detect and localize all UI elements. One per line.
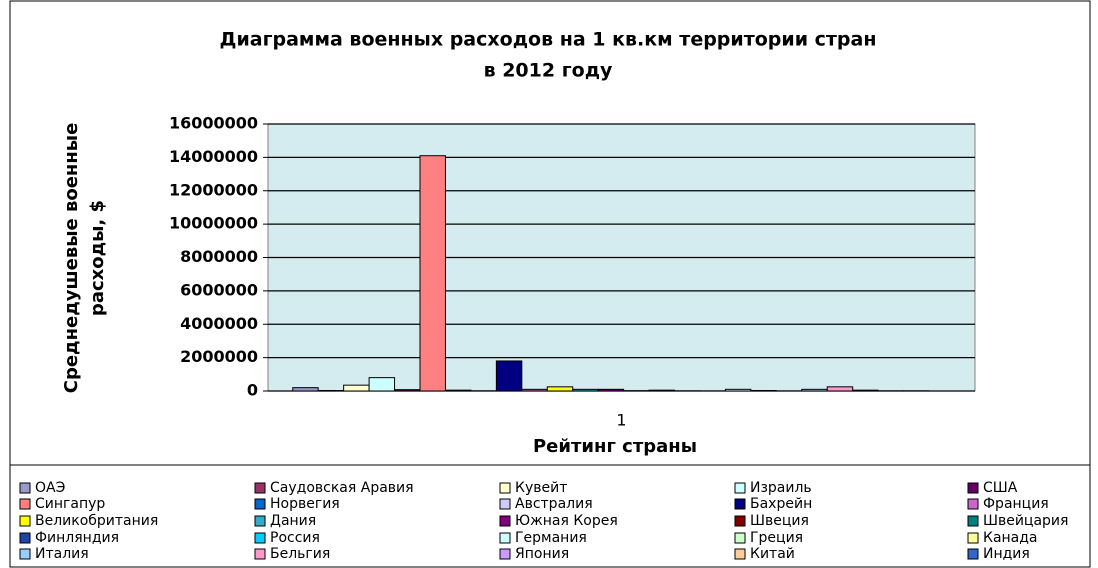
bar: [444, 389, 472, 392]
y-axis-label: Среднедушевые военные: [61, 123, 82, 394]
legend-swatch: [967, 515, 979, 527]
y-tick-label: 4000000: [180, 314, 258, 333]
bar: [343, 384, 370, 392]
legend-swatch: [734, 548, 746, 560]
legend-swatch: [734, 532, 746, 544]
legend-swatch: [967, 532, 979, 544]
legend-swatch: [254, 548, 266, 560]
legend-label: Кувейт: [515, 480, 567, 496]
bar: [368, 377, 396, 392]
legend-label: Австралия: [515, 496, 593, 512]
legend-label: ОАЭ: [35, 480, 65, 496]
legend-label: Бахрейн: [750, 496, 812, 512]
bar: [572, 388, 599, 392]
x-tick-label: 1: [616, 411, 626, 430]
legend-swatch: [499, 515, 511, 527]
y-tick-label: 6000000: [180, 280, 258, 299]
legend-swatch: [254, 515, 266, 527]
legend-label: Канада: [983, 530, 1038, 546]
bar: [521, 388, 548, 392]
legend-swatch: [967, 548, 979, 560]
y-tick-label: 12000000: [169, 180, 258, 199]
bar: [648, 389, 676, 392]
chart-title: в 2012 году: [484, 60, 613, 82]
bar: [826, 386, 854, 392]
legend-label: Финляндия: [35, 530, 119, 546]
legend-label: США: [983, 480, 1018, 496]
legend-swatch: [19, 532, 31, 544]
legend-label: Греция: [750, 530, 803, 546]
legend-swatch: [499, 498, 511, 510]
bar: [317, 389, 345, 392]
legend-swatch: [499, 548, 511, 560]
legend-swatch: [19, 482, 31, 494]
legend-label: Германия: [515, 530, 587, 546]
legend-swatch: [499, 482, 511, 494]
legend-swatch: [19, 548, 31, 560]
legend-label: Бельгия: [270, 546, 330, 562]
legend-label: Россия: [270, 530, 320, 546]
legend-label: Сингапур: [35, 496, 105, 512]
y-tick-label: 16000000: [169, 114, 258, 133]
legend-label: Китай: [750, 546, 795, 562]
bar: [750, 389, 777, 392]
legend-label: Франция: [983, 496, 1049, 512]
bar: [292, 387, 319, 392]
legend-label: Швеция: [750, 513, 809, 529]
legend-swatch: [734, 515, 746, 527]
bar: [852, 389, 879, 392]
chart-title: Диаграмма военных расходов на 1 кв.км те…: [220, 29, 877, 51]
bar: [394, 389, 421, 392]
bar: [724, 388, 752, 392]
x-axis-label: Рейтинг страны: [533, 436, 697, 457]
legend-label: Япония: [515, 546, 569, 562]
y-tick-label: 2000000: [180, 347, 258, 366]
legend-label: Норвегия: [270, 496, 340, 512]
legend-swatch: [19, 515, 31, 527]
legend-swatch: [967, 482, 979, 494]
legend-label: Израиль: [750, 480, 812, 496]
bar: [546, 386, 574, 392]
bar: [419, 155, 446, 392]
bar: [801, 388, 828, 392]
legend-swatch: [499, 532, 511, 544]
legend-swatch: [967, 498, 979, 510]
legend-swatch: [254, 532, 266, 544]
y-tick-label: 8000000: [180, 247, 258, 266]
y-tick-label: 0: [247, 381, 258, 400]
legend-label: Швейцария: [983, 513, 1068, 529]
legend-label: Южная Корея: [515, 513, 618, 529]
y-axis-label: расходы, $: [87, 200, 108, 316]
legend-label: Дания: [270, 513, 316, 529]
legend-swatch: [254, 498, 266, 510]
bar: [597, 388, 625, 392]
legend-label: Великобритания: [35, 513, 158, 529]
y-tick-label: 14000000: [169, 147, 258, 166]
legend-swatch: [734, 498, 746, 510]
legend-swatch: [734, 482, 746, 494]
bar: [495, 360, 523, 392]
legend-swatch: [19, 498, 31, 510]
legend-label: Индия: [983, 546, 1030, 562]
legend-border: [9, 464, 1091, 568]
legend-swatch: [254, 482, 266, 494]
y-tick-label: 10000000: [169, 214, 258, 233]
legend-label: Италия: [35, 546, 89, 562]
legend-label: Саудовская Аравия: [270, 480, 414, 496]
